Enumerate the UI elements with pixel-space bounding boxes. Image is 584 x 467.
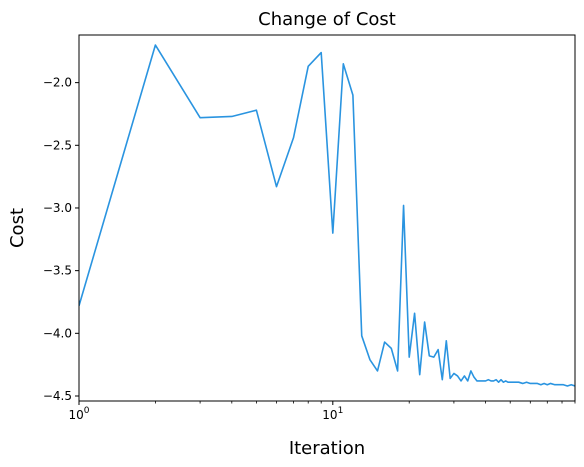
y-tick-label: −2.5 xyxy=(43,138,72,152)
y-tick-label: −3.0 xyxy=(43,201,72,215)
y-tick-label: −4.5 xyxy=(43,389,72,403)
x-axis-label: Iteration xyxy=(289,438,365,459)
y-tick-label: −2.0 xyxy=(43,76,72,90)
chart-title: Change of Cost xyxy=(258,9,396,30)
x-tick-label: 100 xyxy=(68,406,89,422)
plot-area xyxy=(79,44,575,387)
series-line-0 xyxy=(79,44,575,387)
y-tick-label: −4.0 xyxy=(43,326,72,340)
y-axis-label: Cost xyxy=(7,208,28,248)
x-tick-label: 101 xyxy=(322,406,343,422)
axis-ticks: −2.0 −2.5 −3.0 −3.5 −4.0 −4.5 100 101 xyxy=(43,76,576,422)
y-tick-label: −3.5 xyxy=(43,264,72,278)
plot-frame xyxy=(78,34,576,402)
